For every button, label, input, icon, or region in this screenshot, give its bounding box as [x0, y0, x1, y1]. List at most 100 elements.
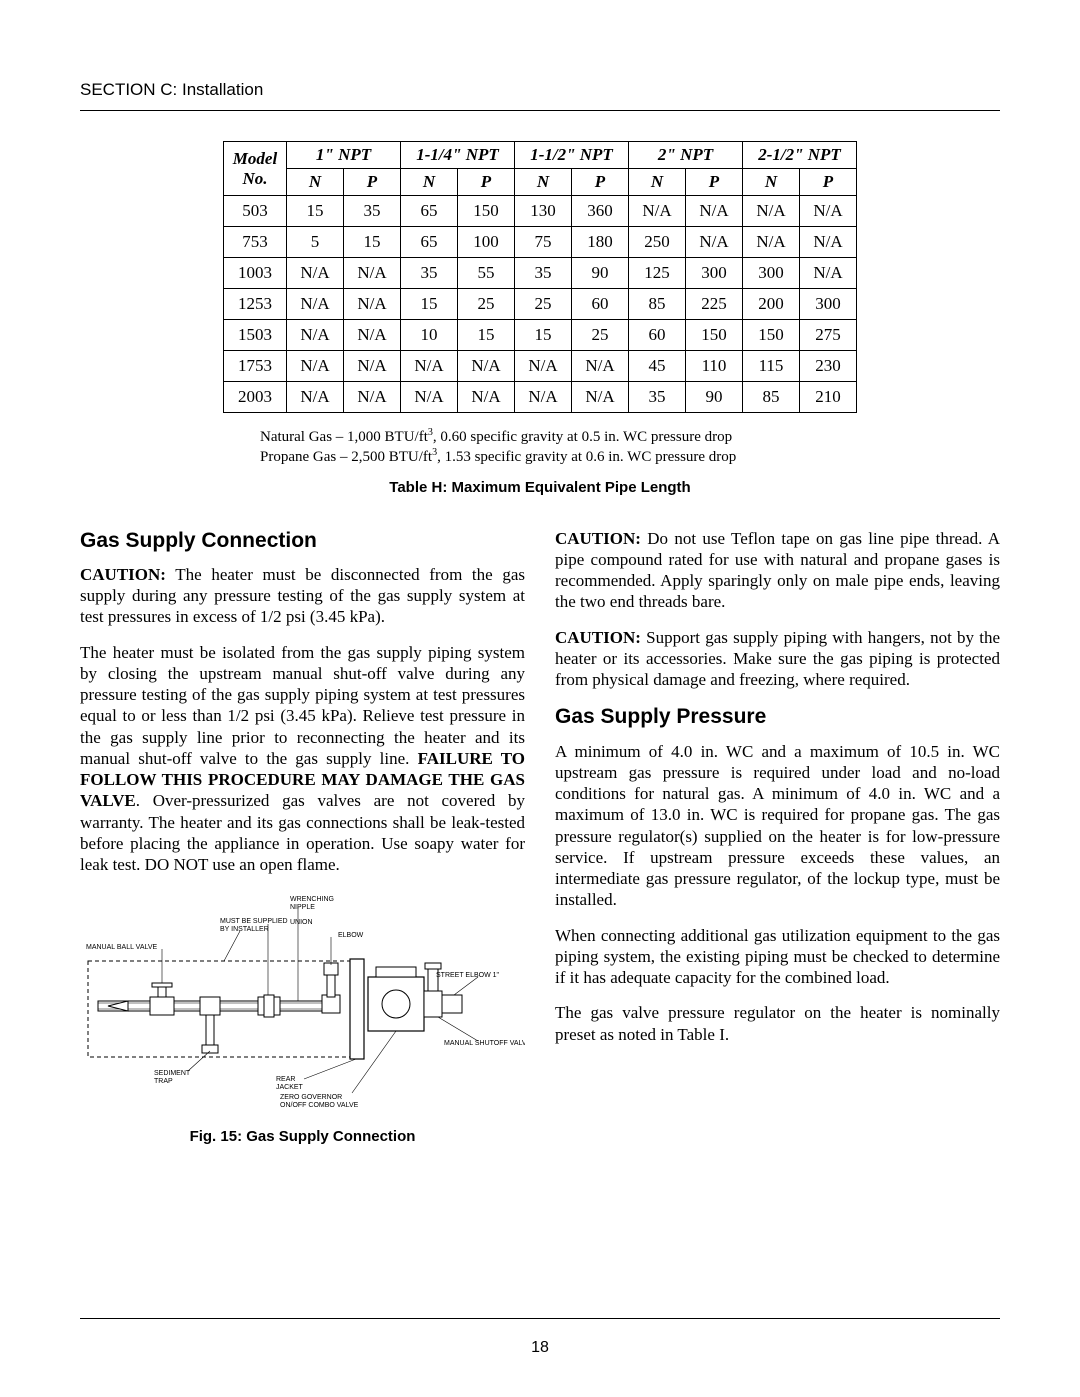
- value-cell: 150: [743, 320, 800, 351]
- table-row: 1753N/AN/AN/AN/AN/AN/A45110115230: [224, 351, 857, 382]
- pressure-paragraph-1: A minimum of 4.0 in. WC and a maximum of…: [555, 741, 1000, 911]
- value-cell: N/A: [344, 289, 401, 320]
- figure-15: MANUAL BALL VALVE MUST BE SUPPLIED BY IN…: [80, 889, 525, 1147]
- np-subheader: N: [743, 169, 800, 196]
- isolation-paragraph: The heater must be isolated from the gas…: [80, 642, 525, 876]
- value-cell: 60: [629, 320, 686, 351]
- label-elbow: ELBOW: [338, 932, 364, 939]
- value-cell: 65: [401, 227, 458, 258]
- value-cell: N/A: [572, 382, 629, 413]
- value-cell: 15: [458, 320, 515, 351]
- value-cell: N/A: [344, 320, 401, 351]
- pressure-paragraph-3: The gas valve pressure regulator on the …: [555, 1002, 1000, 1045]
- caution-paragraph-1: CAUTION: The heater must be disconnected…: [80, 564, 525, 628]
- value-cell: N/A: [800, 227, 857, 258]
- label-manual-shutoff: MANUAL SHUTOFF VALVE: [444, 1040, 525, 1047]
- value-cell: 90: [686, 382, 743, 413]
- value-cell: 65: [401, 196, 458, 227]
- value-cell: 200: [743, 289, 800, 320]
- value-cell: 10: [401, 320, 458, 351]
- gas-connection-diagram: MANUAL BALL VALVE MUST BE SUPPLIED BY IN…: [80, 889, 525, 1114]
- value-cell: 15: [515, 320, 572, 351]
- value-cell: 90: [572, 258, 629, 289]
- value-cell: N/A: [287, 258, 344, 289]
- page-number: 18: [0, 1339, 1080, 1357]
- model-header: Model No.: [224, 142, 287, 196]
- np-subheader: P: [800, 169, 857, 196]
- table-notes: Natural Gas – 1,000 BTU/ft3, 0.60 specif…: [260, 427, 820, 467]
- value-cell: 35: [401, 258, 458, 289]
- value-cell: 45: [629, 351, 686, 382]
- footer-rule: [80, 1318, 1000, 1319]
- table-row: 1253N/AN/A1525256085225200300: [224, 289, 857, 320]
- value-cell: N/A: [458, 382, 515, 413]
- value-cell: 300: [800, 289, 857, 320]
- value-cell: 180: [572, 227, 629, 258]
- value-cell: 15: [287, 196, 344, 227]
- value-cell: N/A: [458, 351, 515, 382]
- value-cell: N/A: [344, 258, 401, 289]
- value-cell: N/A: [344, 351, 401, 382]
- value-cell: 230: [800, 351, 857, 382]
- note2-prefix: Propane Gas – 2,500 BTU/ft: [260, 449, 432, 465]
- note1-prefix: Natural Gas – 1,000 BTU/ft: [260, 429, 428, 445]
- npt-header: 1" NPT: [287, 142, 401, 169]
- np-subheader: N: [629, 169, 686, 196]
- caution-lead: CAUTION:: [555, 529, 641, 548]
- model-cell: 1753: [224, 351, 287, 382]
- value-cell: 115: [743, 351, 800, 382]
- right-column: CAUTION: Do not use Teflon tape on gas l…: [555, 528, 1000, 1148]
- value-cell: N/A: [629, 196, 686, 227]
- np-subheader: N: [401, 169, 458, 196]
- model-cell: 1503: [224, 320, 287, 351]
- note2-suffix: , 1.53 specific gravity at 0.6 in. WC pr…: [437, 449, 736, 465]
- np-subheader: N: [287, 169, 344, 196]
- value-cell: 25: [515, 289, 572, 320]
- value-cell: 225: [686, 289, 743, 320]
- value-cell: N/A: [686, 227, 743, 258]
- value-cell: 35: [344, 196, 401, 227]
- value-cell: N/A: [800, 196, 857, 227]
- caution-paragraph-teflon: CAUTION: Do not use Teflon tape on gas l…: [555, 528, 1000, 613]
- label-street-elbow: STREET ELBOW 1": [436, 972, 500, 979]
- value-cell: 25: [572, 320, 629, 351]
- value-cell: 300: [743, 258, 800, 289]
- model-cell: 503: [224, 196, 287, 227]
- value-cell: 60: [572, 289, 629, 320]
- npt-header: 1-1/2" NPT: [515, 142, 629, 169]
- pressure-paragraph-2: When connecting additional gas utilizati…: [555, 925, 1000, 989]
- label-union: UNION: [290, 919, 313, 926]
- value-cell: N/A: [401, 351, 458, 382]
- value-cell: 210: [800, 382, 857, 413]
- np-subheader: P: [458, 169, 515, 196]
- value-cell: N/A: [515, 382, 572, 413]
- npt-header: 1-1/4" NPT: [401, 142, 515, 169]
- caution-paragraph-hangers: CAUTION: Support gas supply piping with …: [555, 627, 1000, 691]
- value-cell: N/A: [743, 227, 800, 258]
- p2-body-b: . Over-pressurized gas valves are not co…: [80, 791, 525, 874]
- value-cell: N/A: [287, 382, 344, 413]
- value-cell: 35: [629, 382, 686, 413]
- header-rule: [80, 110, 1000, 111]
- label-manual-ball: MANUAL BALL VALVE: [86, 944, 158, 951]
- value-cell: 15: [401, 289, 458, 320]
- table-row: 2003N/AN/AN/AN/AN/AN/A359085210: [224, 382, 857, 413]
- value-cell: N/A: [344, 382, 401, 413]
- label-zero-gov: ZERO GOVERNOR ON/OFF COMBO VALVE: [280, 1094, 359, 1109]
- model-cell: 2003: [224, 382, 287, 413]
- value-cell: 275: [800, 320, 857, 351]
- np-subheader: P: [572, 169, 629, 196]
- value-cell: 110: [686, 351, 743, 382]
- gas-supply-pressure-heading: Gas Supply Pressure: [555, 704, 1000, 730]
- value-cell: 100: [458, 227, 515, 258]
- value-cell: 125: [629, 258, 686, 289]
- model-cell: 1253: [224, 289, 287, 320]
- page: SECTION C: Installation Model No. 1" NPT…: [0, 0, 1080, 1397]
- value-cell: 5: [287, 227, 344, 258]
- note1-suffix: , 0.60 specific gravity at 0.5 in. WC pr…: [433, 429, 732, 445]
- npt-header: 2-1/2" NPT: [743, 142, 857, 169]
- table-caption: Table H: Maximum Equivalent Pipe Length: [80, 479, 1000, 496]
- value-cell: N/A: [401, 382, 458, 413]
- gas-supply-connection-heading: Gas Supply Connection: [80, 528, 525, 554]
- value-cell: N/A: [572, 351, 629, 382]
